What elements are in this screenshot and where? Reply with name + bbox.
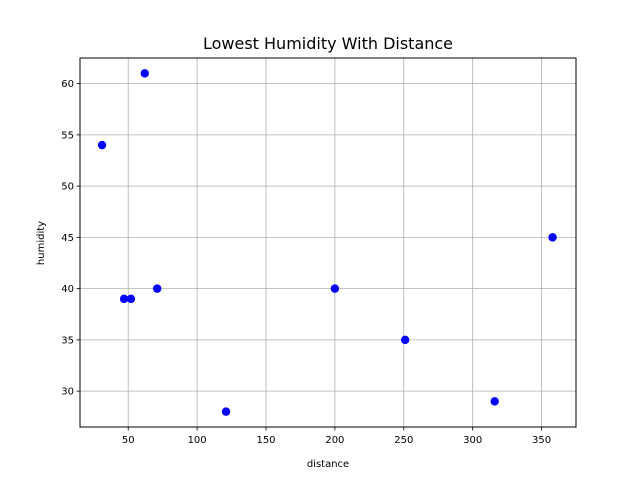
x-tick-label: 300 xyxy=(463,435,482,446)
y-tick-label: 35 xyxy=(61,335,74,346)
data-point xyxy=(119,294,129,304)
data-point xyxy=(152,284,162,293)
x-axis-label: distance xyxy=(307,459,349,470)
data-point xyxy=(97,140,107,150)
data-point xyxy=(126,294,136,304)
x-tick-label: 200 xyxy=(325,435,344,446)
x-tick-label: 350 xyxy=(532,435,551,446)
y-tick-label: 55 xyxy=(61,130,74,141)
plot-frame xyxy=(79,57,577,428)
y-tick-label: 40 xyxy=(61,284,74,295)
y-tick-label: 30 xyxy=(61,387,74,398)
y-tick-label: 50 xyxy=(61,182,74,193)
x-tick-label: 50 xyxy=(122,435,135,446)
data-point xyxy=(490,397,499,406)
data-points xyxy=(97,69,557,416)
x-tick-label: 100 xyxy=(188,435,207,446)
data-point xyxy=(400,335,410,345)
x-tick-label: 250 xyxy=(394,435,413,446)
axis-ticks: 50 100 150 200 250 300 350 30 35 40 45 50 55 60 xyxy=(61,79,551,446)
y-axis-label: humidity xyxy=(36,221,47,265)
data-point xyxy=(330,284,340,293)
y-tick-label: 45 xyxy=(61,233,74,244)
data-point xyxy=(140,69,149,78)
data-point xyxy=(221,407,231,416)
grid-lines xyxy=(80,58,576,427)
chart-title: Lowest Humidity With Distance xyxy=(203,34,453,53)
data-point xyxy=(548,233,557,242)
x-tick-label: 150 xyxy=(256,435,275,446)
y-tick-label: 60 xyxy=(61,79,74,90)
